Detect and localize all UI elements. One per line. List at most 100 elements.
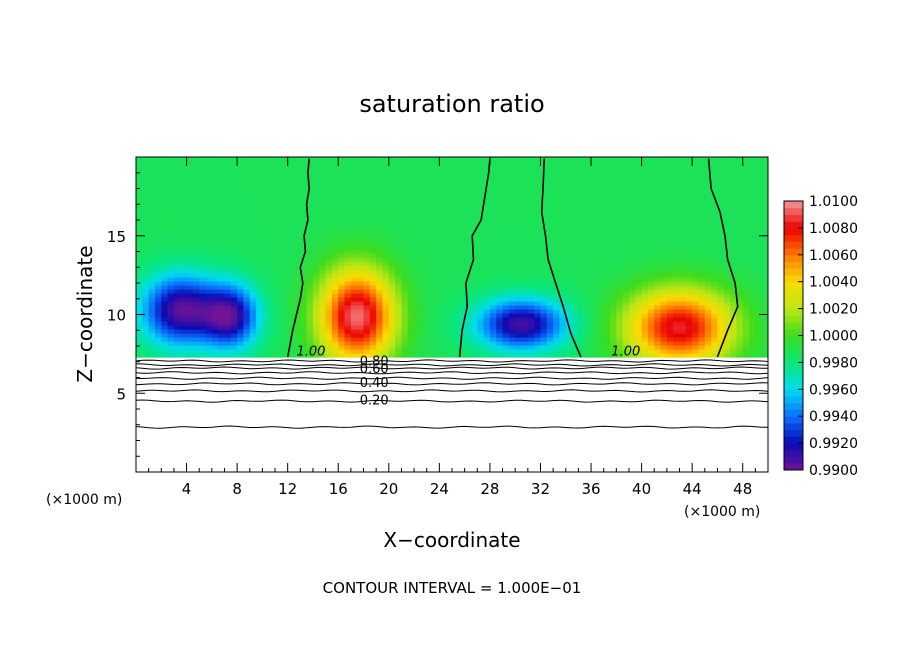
heatmap-cell bbox=[603, 281, 611, 286]
heatmap-cell bbox=[704, 173, 712, 178]
heatmap-cell bbox=[287, 345, 295, 350]
heatmap-cell bbox=[610, 189, 617, 194]
heatmap-cell bbox=[477, 321, 485, 326]
heatmap-cell bbox=[559, 345, 567, 350]
heatmap-cell bbox=[388, 341, 396, 346]
heatmap-cell bbox=[199, 313, 207, 318]
heatmap-cell bbox=[736, 341, 744, 346]
heatmap-cell bbox=[173, 169, 181, 174]
heatmap-cell bbox=[414, 353, 421, 358]
heatmap-cell bbox=[508, 333, 516, 338]
heatmap-cell bbox=[610, 237, 617, 242]
heatmap-cell bbox=[369, 169, 377, 174]
heatmap-cell bbox=[414, 217, 421, 222]
heatmap-cell bbox=[325, 305, 333, 310]
heatmap-cell bbox=[407, 173, 415, 178]
heatmap-cell bbox=[420, 353, 428, 358]
heatmap-cell bbox=[723, 265, 731, 270]
heatmap-cell bbox=[161, 165, 169, 170]
heatmap-cell bbox=[439, 281, 447, 286]
heatmap-cell bbox=[281, 325, 289, 330]
heatmap-cell bbox=[369, 265, 377, 270]
heatmap-cell bbox=[603, 317, 611, 322]
heatmap-cell bbox=[230, 225, 238, 230]
heatmap-cell bbox=[243, 209, 251, 214]
heatmap-cell bbox=[508, 197, 516, 202]
heatmap-cell bbox=[445, 277, 453, 282]
heatmap-cell bbox=[369, 221, 377, 226]
heatmap-cell bbox=[521, 329, 529, 334]
heatmap-cell bbox=[559, 257, 567, 262]
heatmap-cell bbox=[723, 309, 731, 314]
heatmap-cell bbox=[256, 161, 263, 166]
heatmap-cell bbox=[224, 165, 232, 170]
heatmap-cell bbox=[540, 341, 548, 346]
heatmap-cell bbox=[572, 253, 579, 258]
heatmap-cell bbox=[357, 285, 365, 290]
heatmap-cell bbox=[540, 349, 548, 354]
heatmap-cell bbox=[755, 185, 763, 190]
heatmap-cell bbox=[496, 329, 504, 334]
heatmap-cell bbox=[527, 233, 535, 238]
heatmap-cell bbox=[704, 201, 712, 206]
heatmap-cell bbox=[205, 221, 213, 226]
heatmap-cell bbox=[161, 161, 169, 166]
heatmap-cell bbox=[483, 305, 491, 310]
heatmap-cell bbox=[565, 273, 573, 278]
heatmap-cell bbox=[230, 229, 238, 234]
heatmap-cell bbox=[407, 253, 415, 258]
heatmap-cell bbox=[338, 205, 346, 210]
heatmap-cell bbox=[452, 333, 459, 338]
heatmap-cell bbox=[527, 177, 535, 182]
heatmap-cell bbox=[464, 161, 472, 166]
heatmap-cell bbox=[546, 305, 554, 310]
heatmap-cell bbox=[407, 245, 415, 250]
heatmap-cell bbox=[597, 269, 605, 274]
heatmap-cell bbox=[338, 253, 346, 258]
heatmap-cell bbox=[730, 341, 737, 346]
heatmap-cell bbox=[268, 325, 276, 330]
heatmap-cell bbox=[755, 165, 763, 170]
heatmap-cell bbox=[154, 313, 162, 318]
heatmap-cell bbox=[666, 241, 674, 246]
heatmap-cell bbox=[237, 345, 245, 350]
heatmap-cell bbox=[628, 221, 636, 226]
heatmap-cell bbox=[489, 265, 497, 270]
heatmap-cell bbox=[534, 173, 542, 178]
heatmap-cell bbox=[496, 225, 504, 230]
heatmap-cell bbox=[540, 289, 548, 294]
heatmap-cell bbox=[344, 217, 352, 222]
heatmap-cell bbox=[470, 209, 478, 214]
heatmap-cell bbox=[761, 309, 768, 314]
heatmap-cell bbox=[268, 249, 276, 254]
heatmap-cell bbox=[445, 233, 453, 238]
heatmap-cell bbox=[426, 277, 434, 282]
heatmap-cell bbox=[154, 353, 162, 358]
heatmap-cell bbox=[401, 281, 409, 286]
heatmap-cell bbox=[154, 189, 162, 194]
heatmap-cell bbox=[262, 261, 270, 266]
heatmap-cell bbox=[565, 193, 573, 198]
heatmap-cell bbox=[173, 181, 181, 186]
heatmap-cell bbox=[483, 293, 491, 298]
heatmap-cell bbox=[167, 269, 175, 274]
heatmap-cell bbox=[464, 197, 472, 202]
heatmap-cell bbox=[521, 197, 529, 202]
heatmap-cell bbox=[338, 353, 346, 358]
heatmap-cell bbox=[641, 169, 649, 174]
heatmap-cell bbox=[395, 265, 403, 270]
heatmap-cell bbox=[142, 245, 150, 250]
heatmap-cell bbox=[433, 305, 440, 310]
heatmap-cell bbox=[382, 305, 390, 310]
heatmap-cell bbox=[546, 269, 554, 274]
heatmap-cell bbox=[483, 225, 491, 230]
heatmap-cell bbox=[407, 157, 415, 162]
heatmap-cell bbox=[458, 225, 466, 230]
heatmap-cell bbox=[572, 261, 579, 266]
heatmap-cell bbox=[546, 209, 554, 214]
heatmap-cell bbox=[616, 341, 624, 346]
heatmap-cell bbox=[205, 229, 213, 234]
heatmap-cell bbox=[218, 277, 226, 282]
heatmap-cell bbox=[508, 309, 516, 314]
heatmap-cell bbox=[553, 265, 561, 270]
